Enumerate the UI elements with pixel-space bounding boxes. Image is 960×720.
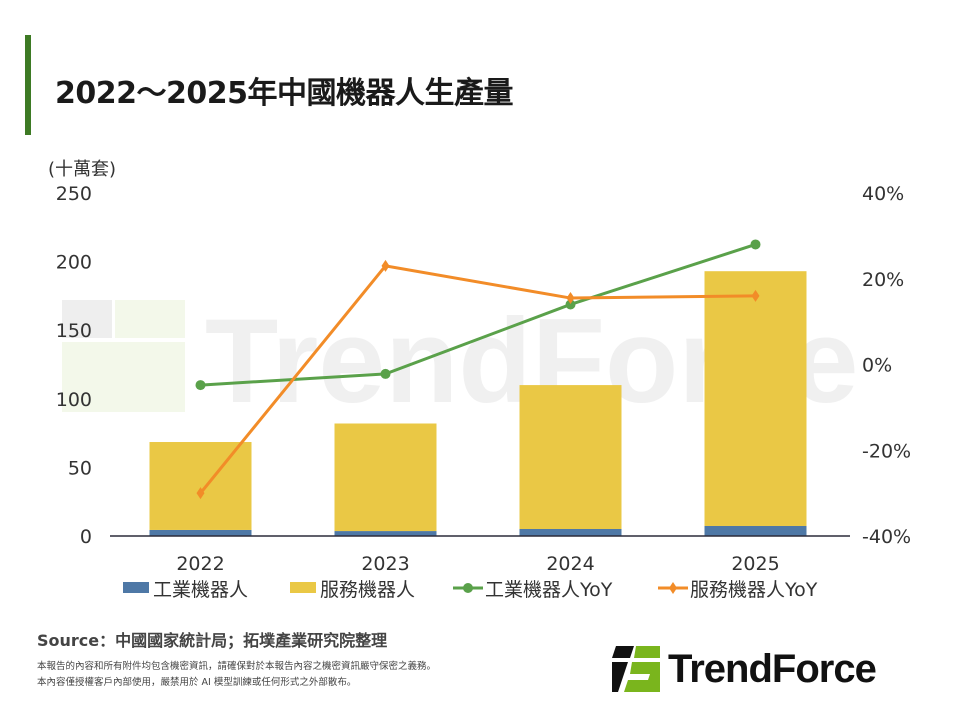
point-service-yoy [566, 292, 575, 305]
point-service-yoy [751, 289, 760, 302]
legend-swatch [123, 582, 149, 593]
y-axis-label: (十萬套) [48, 159, 116, 180]
bar-industrial [519, 529, 622, 536]
bar-service [519, 385, 622, 530]
watermark-mark [62, 300, 112, 338]
y2-tick-label: -20% [862, 440, 911, 462]
bar-service [149, 442, 252, 530]
bar-industrial [334, 531, 437, 536]
y-tick-label: 50 [68, 457, 92, 479]
legend-label: 工業機器人YoY [485, 579, 613, 601]
logo-text: TrendForce [668, 646, 877, 691]
disclaimer-line-1: 本報告的內容和所有附件均包含機密資訊，請確保對於本報告內容之機密資訊嚴守保密之義… [37, 661, 437, 672]
point-service-yoy [196, 487, 205, 500]
legend-marker [463, 583, 473, 593]
disclaimer-line-2: 本內容僅授權客戶內部使用，嚴禁用於 AI 模型訓練或任何形式之外部散布。 [37, 677, 357, 688]
x-tick-label: 2022 [176, 553, 224, 575]
y2-tick-label: 20% [862, 269, 904, 291]
y-tick-label: 0 [80, 526, 92, 548]
y2-tick-label: 0% [862, 355, 892, 377]
y-tick-label: 200 [56, 252, 92, 274]
bar-industrial [149, 529, 252, 536]
watermark-mark [62, 342, 185, 412]
watermark-mark [115, 300, 185, 338]
legend-label: 工業機器人 [153, 579, 248, 601]
point-industrial-yoy [380, 368, 391, 379]
point-industrial-yoy [750, 239, 761, 250]
legend-label: 服務機器人 [320, 579, 415, 601]
x-tick-label: 2023 [361, 553, 409, 575]
logo-mark-icon [612, 646, 660, 692]
y-tick-label: 100 [56, 389, 92, 411]
line-service-yoy [199, 264, 756, 495]
legend-label: 服務機器人YoY [690, 579, 818, 601]
bar-service [704, 271, 807, 526]
y2-tick-label: -40% [862, 526, 911, 548]
y-tick-label: 150 [56, 320, 92, 342]
source-note: Source：中國國家統計局；拓墣產業研究院整理 [37, 631, 388, 650]
accent-bar [25, 35, 31, 135]
bar-industrial [704, 525, 807, 536]
x-tick-label: 2024 [546, 553, 594, 575]
x-tick-label: 2025 [731, 553, 779, 575]
bar-service [334, 423, 437, 532]
chart: TrendForce (十萬套) 050100150200250-40%-20%… [48, 159, 911, 601]
y2-tick-label: 40% [862, 183, 904, 205]
point-service-yoy [381, 259, 390, 272]
point-industrial-yoy [565, 299, 576, 310]
legend-swatch [290, 582, 316, 593]
trendforce-logo: TrendForce [612, 646, 877, 692]
point-industrial-yoy [195, 380, 206, 391]
legend-marker [669, 582, 677, 594]
page-title: 2022～2025年中國機器人生產量 [55, 76, 514, 111]
y-tick-label: 250 [56, 183, 92, 205]
